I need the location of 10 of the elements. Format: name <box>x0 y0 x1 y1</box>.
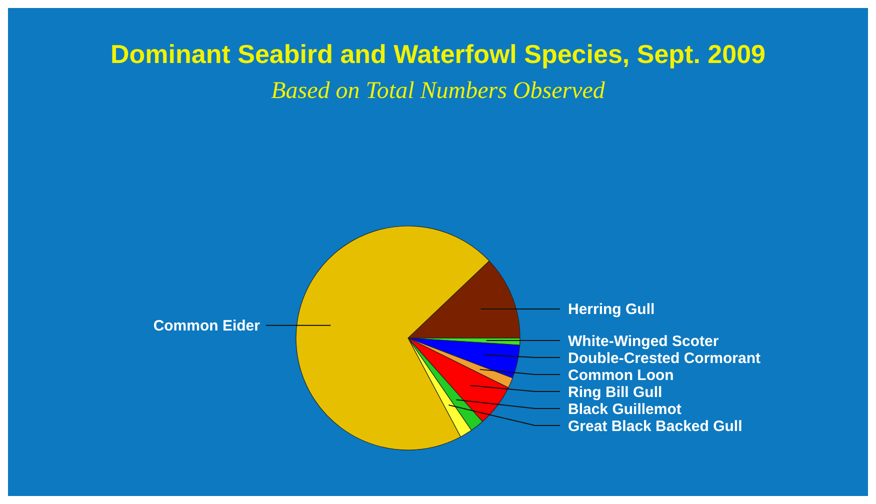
chart-subtitle: Based on Total Numbers Observed <box>271 78 606 104</box>
slice-label: Common Eider <box>153 318 260 335</box>
slice-label: Herring Gull <box>568 301 655 318</box>
slice-label: Common Loon <box>568 366 674 384</box>
slice-label: White-Winged Scoter <box>568 332 719 350</box>
slice-label: Great Black Backed Gull <box>568 418 742 435</box>
slice-label: Double-Crested Cormorant <box>568 350 761 367</box>
chart-title: Dominant Seabird and Waterfowl Species, Sept. 2009 <box>110 39 766 69</box>
slice-label: Ring Bill Gull <box>568 384 662 401</box>
slice-label: Black Guillemot <box>568 400 682 418</box>
